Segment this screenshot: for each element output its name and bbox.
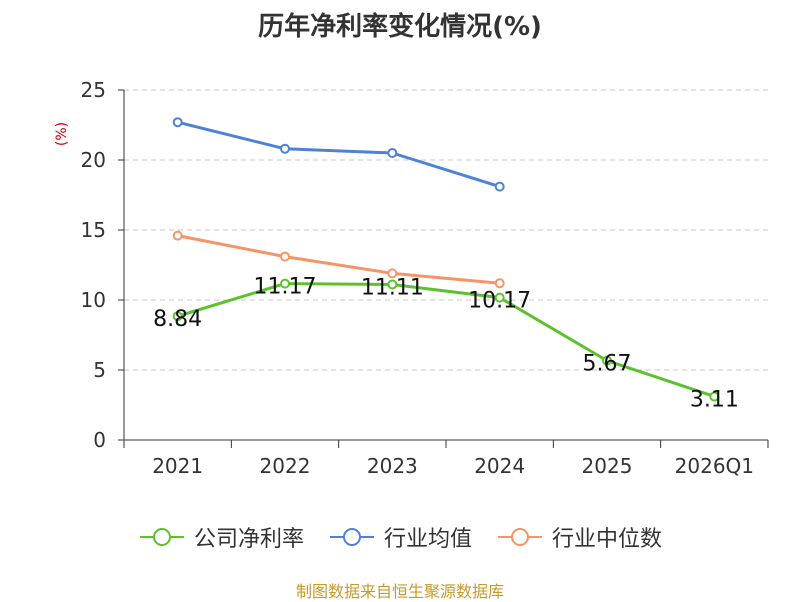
x-tick-label: 2023	[367, 454, 418, 478]
data-point	[172, 230, 183, 241]
data-point	[387, 268, 398, 279]
source-note: 制图数据来自恒生聚源数据库	[295, 582, 504, 601]
data-label: 11.17	[254, 275, 317, 300]
y-tick-label: 15	[81, 218, 106, 242]
data-label: 3.11	[690, 387, 739, 412]
y-tick-label: 25	[81, 78, 106, 102]
x-tick-label: 2026Q1	[675, 454, 754, 478]
data-label: 11.11	[361, 275, 424, 300]
data-point	[494, 292, 505, 303]
data-point	[280, 251, 290, 262]
x-tick-label: 2021	[152, 454, 203, 478]
x-tick-label: 2025	[582, 454, 633, 478]
legend-label-company: 公司净利率	[193, 527, 304, 552]
legend-marker-industry-median	[498, 528, 542, 546]
legend-label-industry-mean: 行业均值	[383, 527, 472, 552]
data-label: 10.17	[468, 289, 531, 314]
data-point	[387, 148, 398, 158]
chart-title: 历年净利率变化情况(%)	[258, 12, 542, 42]
series-line	[177, 120, 501, 189]
data-label: 8.84	[153, 307, 202, 332]
data-point	[494, 181, 505, 192]
data-point	[709, 391, 720, 402]
data-point	[602, 355, 612, 366]
legend: 公司净利率 行业均值 行业中位数	[0, 520, 800, 554]
data-point	[494, 278, 505, 289]
data-point	[280, 143, 290, 154]
legend-label-industry-median: 行业中位数	[552, 527, 663, 552]
data-label: 5.67	[583, 352, 632, 377]
y-tick-label: 20	[81, 148, 106, 172]
x-tick-label: 2022	[260, 454, 311, 478]
legend-item-industry-median[interactable]: 行业中位数	[496, 521, 662, 553]
legend-marker-company	[139, 528, 184, 546]
data-point	[280, 278, 290, 289]
series-line	[177, 282, 715, 398]
y-tick-label: 5	[93, 358, 106, 382]
legend-item-company[interactable]: 公司净利率	[138, 521, 304, 553]
y-tick-label: 10	[81, 288, 106, 312]
series-line	[177, 234, 500, 285]
data-point	[387, 279, 398, 290]
legend-marker-industry-mean	[329, 528, 374, 546]
data-point	[172, 311, 183, 322]
data-point	[172, 117, 183, 128]
x-tick-label: 2024	[474, 454, 525, 478]
legend-item-industry-mean[interactable]: 行业均值	[328, 521, 472, 553]
y-tick-label: 0	[93, 428, 106, 452]
